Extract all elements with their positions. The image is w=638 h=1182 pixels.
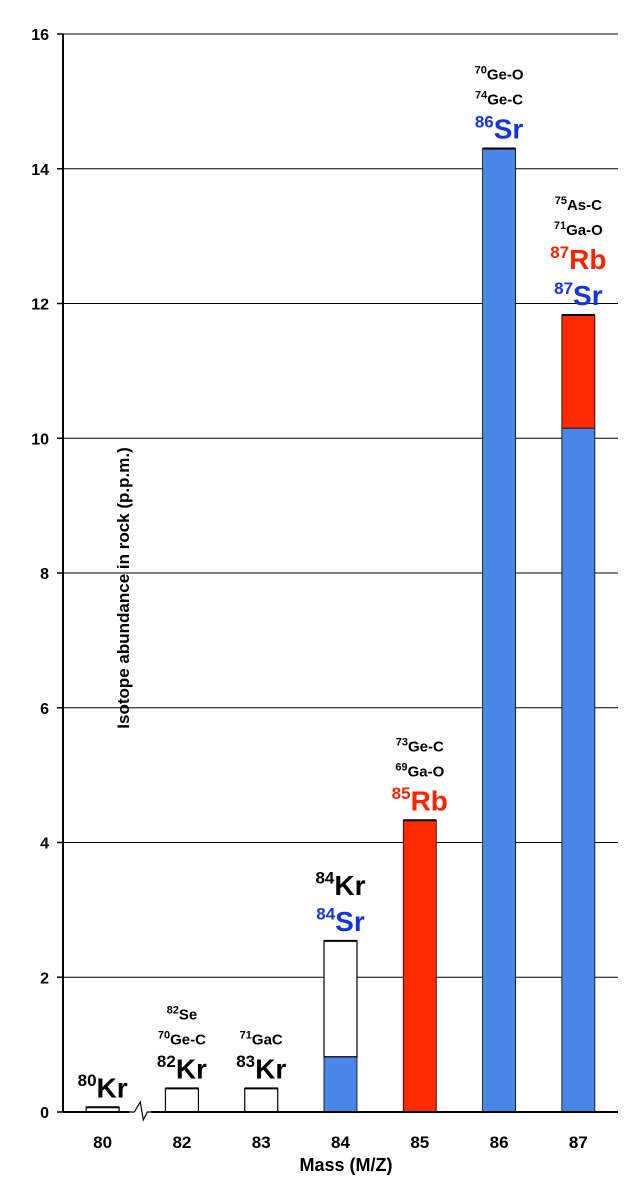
x-tick-label: 80 (93, 1133, 112, 1152)
bar-kr-84 (323, 940, 358, 1058)
isotope-label: 74Ge-C (475, 90, 523, 109)
isotope-symbol: Ge-C (408, 738, 444, 755)
isotope-mass-number: 87 (554, 279, 573, 298)
isotope-mass-number: 80 (78, 1071, 97, 1090)
isotope-label: 86Sr (475, 112, 524, 144)
y-tick-label: 12 (31, 297, 49, 314)
isotope-symbol: Rb (411, 785, 448, 816)
bar-sr-86 (482, 148, 516, 1113)
isotope-mass-number: 70 (158, 1029, 170, 1041)
y-tick-label: 4 (40, 836, 49, 853)
bar-kr-83 (244, 1087, 279, 1113)
x-tick-label: 82 (172, 1133, 191, 1152)
isotope-label: 85Rb (392, 784, 448, 816)
isotope-mass-number: 87 (550, 243, 569, 262)
isotope-mass-number: 84 (316, 905, 335, 924)
y-tick-label: 8 (40, 566, 49, 583)
isotope-symbol: Sr (573, 280, 603, 311)
bars (85, 147, 596, 1113)
y-tick-label: 6 (40, 701, 49, 718)
isotope-symbol: Ge-C (170, 1031, 206, 1048)
isotope-symbol: Sr (494, 114, 524, 145)
isotope-symbol: Ge-O (487, 67, 524, 84)
isotope-mass-number: 70 (475, 65, 487, 77)
bar-kr-82 (164, 1087, 200, 1113)
isotope-label: 75As-C (555, 195, 602, 214)
y-tick-label: 0 (40, 1105, 49, 1122)
isotope-label: 87Rb (550, 243, 606, 275)
y-tick-label: 2 (40, 970, 49, 987)
isotope-symbol: Se (179, 1006, 197, 1023)
isotope-symbol: Kr (334, 870, 365, 901)
isotope-symbol: Sr (335, 906, 365, 937)
isotope-symbol: Kr (176, 1053, 207, 1084)
axes (62, 34, 618, 1122)
x-axis-label: Mass (M/Z) (299, 1155, 392, 1175)
x-tick-label: 86 (490, 1133, 509, 1152)
y-tick-label: 16 (31, 27, 49, 44)
isotope-symbol: Kr (97, 1072, 128, 1103)
isotope-label: 73Ge-C (396, 736, 444, 755)
isotope-mass-number: 85 (392, 784, 411, 803)
isotope-label: 83Kr (236, 1052, 286, 1084)
isotope-label: 80Kr (78, 1071, 128, 1103)
isotope-label: 70Ge-C (158, 1029, 206, 1048)
isotope-symbol: Ge-C (487, 92, 523, 109)
isotope-mass-number: 69 (395, 761, 407, 773)
isotope-symbol: Ga-O (566, 222, 603, 239)
isotope-mass-number: 74 (475, 90, 488, 102)
isotope-mass-number: 71 (554, 220, 566, 232)
isotope-label: 84Sr (316, 905, 365, 937)
isotope-mass-number: 83 (236, 1052, 255, 1071)
isotope-mass-number: 82 (167, 1004, 179, 1016)
isotope-mass-number: 73 (396, 736, 408, 748)
isotope-symbol: As-C (567, 197, 602, 214)
isotope-label: 82Kr (157, 1052, 207, 1084)
isotope-symbol: Rb (569, 244, 606, 275)
isotope-label: 84Kr (315, 869, 365, 901)
isotope-mass-number: 84 (315, 869, 334, 888)
isotope-label: 69Ga-O (395, 761, 444, 780)
bar-annotations: 80Kr82Kr70Ge-C82Se83Kr71GaC84Sr84Kr85Rb6… (78, 65, 607, 1104)
x-tick-label: 85 (410, 1133, 429, 1152)
bar-sr-84 (323, 1056, 358, 1113)
gridlines (57, 33, 618, 1113)
isotope-mass-number: 75 (555, 195, 567, 207)
x-tick-label: 87 (569, 1133, 588, 1152)
bar-rb-85 (402, 819, 437, 1113)
x-tick-labels: 80 82 83 84 85 86 87 (93, 1133, 588, 1152)
isotope-mass-number: 86 (475, 112, 494, 131)
isotope-symbol: GaC (252, 1031, 283, 1048)
isotope-symbol: Ga-O (408, 763, 445, 780)
x-tick-label: 84 (331, 1133, 350, 1152)
isotope-symbol: Kr (255, 1053, 286, 1084)
x-tick-label: 83 (252, 1133, 271, 1152)
y-tick-labels: 0 2 4 6 8 10 12 14 16 (31, 27, 49, 1122)
y-axis-label: Isotope abundance in rock (p.p.m.) (114, 447, 133, 728)
isotope-label: 70Ge-O (475, 65, 524, 84)
isotope-mass-number: 71 (240, 1029, 252, 1041)
axis-break-mark (127, 1100, 154, 1122)
isotope-label: 87Sr (554, 279, 603, 311)
bar-sr-87 (561, 427, 596, 1113)
isotope-label: 71Ga-O (554, 220, 603, 239)
isotope-mass-number: 82 (157, 1052, 176, 1071)
y-tick-label: 10 (31, 431, 49, 448)
isotope-label: 82Se (167, 1004, 198, 1023)
bar-rb-87 (561, 314, 596, 429)
isotope-label: 71GaC (240, 1029, 283, 1048)
y-tick-label: 14 (31, 162, 49, 179)
